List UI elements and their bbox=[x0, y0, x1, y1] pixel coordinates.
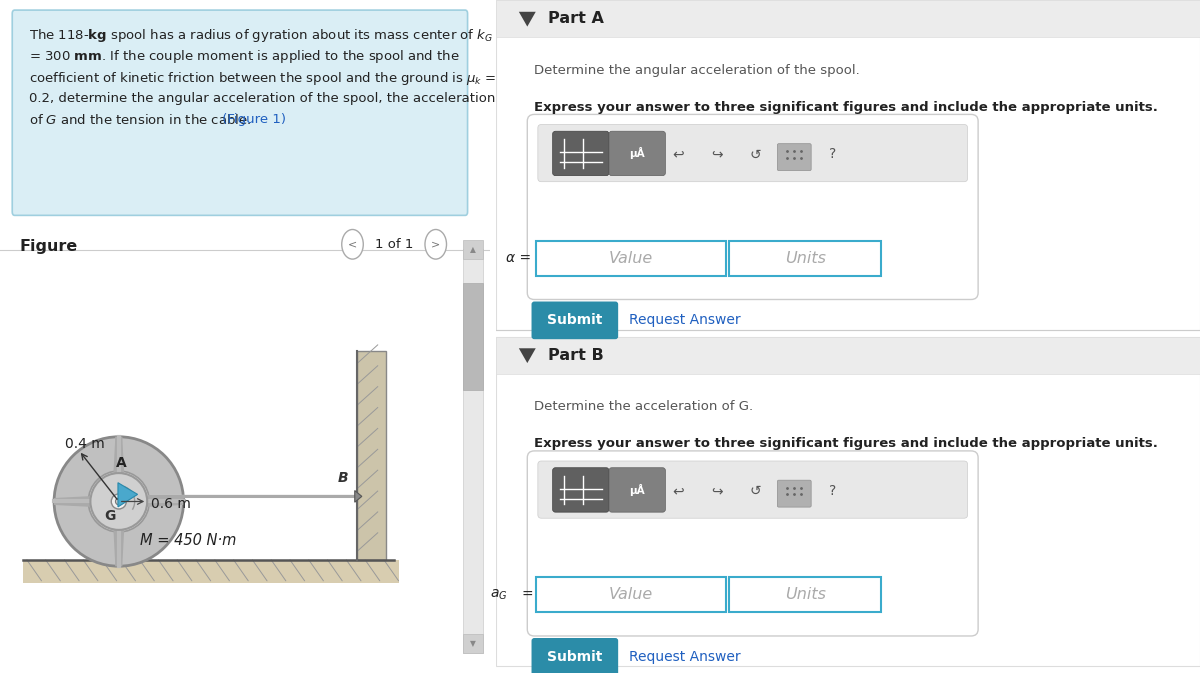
Text: Units: Units bbox=[785, 588, 826, 602]
Text: (Figure 1): (Figure 1) bbox=[218, 113, 286, 126]
Text: ?: ? bbox=[829, 147, 836, 162]
FancyBboxPatch shape bbox=[12, 10, 468, 215]
Text: Express your answer to three significant figures and include the appropriate uni: Express your answer to three significant… bbox=[534, 437, 1158, 450]
FancyBboxPatch shape bbox=[527, 114, 978, 299]
Text: ↪: ↪ bbox=[710, 484, 722, 498]
Text: 0.6 m: 0.6 m bbox=[150, 497, 191, 511]
Text: <: < bbox=[348, 240, 358, 249]
Text: >: > bbox=[431, 240, 440, 249]
Text: B: B bbox=[338, 470, 349, 485]
Text: ↪: ↪ bbox=[710, 147, 722, 162]
Text: μÅ: μÅ bbox=[629, 147, 646, 160]
FancyBboxPatch shape bbox=[553, 468, 610, 512]
FancyBboxPatch shape bbox=[527, 451, 978, 636]
Bar bbox=[463, 240, 484, 259]
Text: ?: ? bbox=[829, 484, 836, 498]
Text: = 300 $\mathbf{mm}$. If the couple moment is applied to the spool and the: = 300 $\mathbf{mm}$. If the couple momen… bbox=[29, 48, 460, 65]
Bar bbox=[463, 634, 484, 653]
Polygon shape bbox=[355, 491, 362, 502]
Polygon shape bbox=[518, 11, 535, 26]
Text: $a_G$: $a_G$ bbox=[490, 588, 508, 602]
Text: Determine the acceleration of G.: Determine the acceleration of G. bbox=[534, 400, 754, 413]
Text: =: = bbox=[521, 588, 533, 602]
Circle shape bbox=[425, 229, 446, 259]
Text: Figure: Figure bbox=[19, 239, 78, 254]
Text: 1 of 1: 1 of 1 bbox=[374, 238, 413, 251]
Text: ↺: ↺ bbox=[750, 484, 761, 498]
Text: α =: α = bbox=[505, 252, 530, 265]
Bar bbox=[535, 241, 726, 276]
FancyBboxPatch shape bbox=[778, 144, 811, 171]
FancyBboxPatch shape bbox=[532, 638, 618, 673]
Text: Submit: Submit bbox=[547, 650, 602, 664]
Bar bbox=[730, 241, 881, 276]
Bar bbox=[496, 336, 1200, 666]
Text: The 118-$\mathbf{kg}$ spool has a radius of gyration about its mass center of $k: The 118-$\mathbf{kg}$ spool has a radius… bbox=[29, 27, 493, 44]
FancyBboxPatch shape bbox=[610, 131, 665, 176]
Circle shape bbox=[112, 494, 126, 509]
Text: Express your answer to three significant figures and include the appropriate uni: Express your answer to three significant… bbox=[534, 101, 1158, 114]
Circle shape bbox=[89, 471, 149, 532]
Text: Units: Units bbox=[785, 251, 826, 266]
Polygon shape bbox=[518, 349, 535, 363]
Circle shape bbox=[115, 498, 122, 505]
Circle shape bbox=[54, 437, 184, 566]
Bar bbox=[463, 249, 484, 653]
Bar bbox=[356, 351, 386, 560]
Text: A: A bbox=[115, 456, 126, 470]
Text: 0.2, determine the angular acceleration of the spool, the acceleration: 0.2, determine the angular acceleration … bbox=[29, 92, 496, 104]
FancyBboxPatch shape bbox=[538, 125, 967, 182]
Text: Value: Value bbox=[608, 251, 653, 266]
Bar bbox=[535, 577, 726, 612]
Bar bbox=[730, 577, 881, 612]
FancyBboxPatch shape bbox=[778, 481, 811, 507]
FancyBboxPatch shape bbox=[610, 468, 665, 512]
Text: Submit: Submit bbox=[547, 314, 602, 327]
Text: Value: Value bbox=[608, 588, 653, 602]
Text: Part B: Part B bbox=[548, 347, 604, 363]
Text: Part A: Part A bbox=[548, 11, 605, 26]
Text: μÅ: μÅ bbox=[629, 484, 646, 496]
Bar bbox=[23, 560, 398, 583]
Bar bbox=[496, 0, 1200, 37]
Text: Determine the angular acceleration of the spool.: Determine the angular acceleration of th… bbox=[534, 64, 860, 77]
Text: ↺: ↺ bbox=[750, 147, 761, 162]
Text: ▲: ▲ bbox=[470, 245, 476, 254]
Bar bbox=[496, 336, 1200, 374]
Text: 0.4 m: 0.4 m bbox=[65, 437, 104, 452]
Text: ▼: ▼ bbox=[470, 639, 476, 648]
Text: ↩: ↩ bbox=[672, 147, 684, 162]
Text: G: G bbox=[104, 509, 115, 523]
Text: coefficient of kinetic friction between the spool and the ground is $\mu_k$ =: coefficient of kinetic friction between … bbox=[29, 70, 497, 87]
Bar bbox=[463, 283, 484, 390]
FancyBboxPatch shape bbox=[538, 461, 967, 518]
FancyBboxPatch shape bbox=[553, 131, 610, 176]
Text: M = 450 N·m: M = 450 N·m bbox=[139, 533, 236, 548]
Circle shape bbox=[90, 473, 148, 530]
Text: ↩: ↩ bbox=[672, 484, 684, 498]
Polygon shape bbox=[118, 483, 138, 507]
Bar bbox=[496, 0, 1200, 330]
Text: Request Answer: Request Answer bbox=[630, 314, 742, 327]
Text: of $G$ and the tension in the cable.: of $G$ and the tension in the cable. bbox=[29, 113, 252, 127]
FancyBboxPatch shape bbox=[532, 302, 618, 339]
Text: Request Answer: Request Answer bbox=[630, 650, 742, 664]
Circle shape bbox=[342, 229, 364, 259]
